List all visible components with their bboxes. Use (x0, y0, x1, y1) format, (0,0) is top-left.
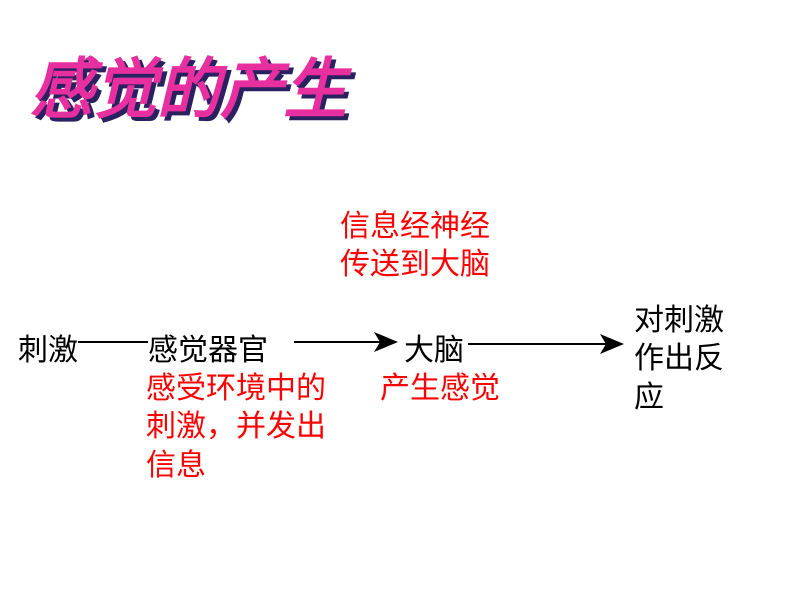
flow-node-stimulus: 刺激 (18, 325, 78, 369)
title-text: 感觉的产生 (30, 36, 347, 132)
annotation-sense-organ: 感受环境中的刺激，并发出信息 (146, 370, 332, 485)
diagram-canvas: 感觉的产生 感觉的产生 刺激 感觉器官 大脑 对刺激作出反应 感受环境中的刺激，… (0, 0, 794, 596)
flow-node-response: 对刺激作出反应 (634, 302, 728, 417)
flow-node-sense-organ: 感觉器官 (148, 325, 268, 369)
annotation-produce-sensation: 产生感觉 (380, 370, 580, 408)
flow-edge-3 (468, 339, 620, 351)
annotation-nerve-transmit: 信息经神经传送到大脑 (340, 208, 496, 285)
flow-node-brain: 大脑 (404, 325, 464, 369)
flow-edge-1 (78, 342, 148, 344)
flow-edge-2 (294, 337, 394, 349)
